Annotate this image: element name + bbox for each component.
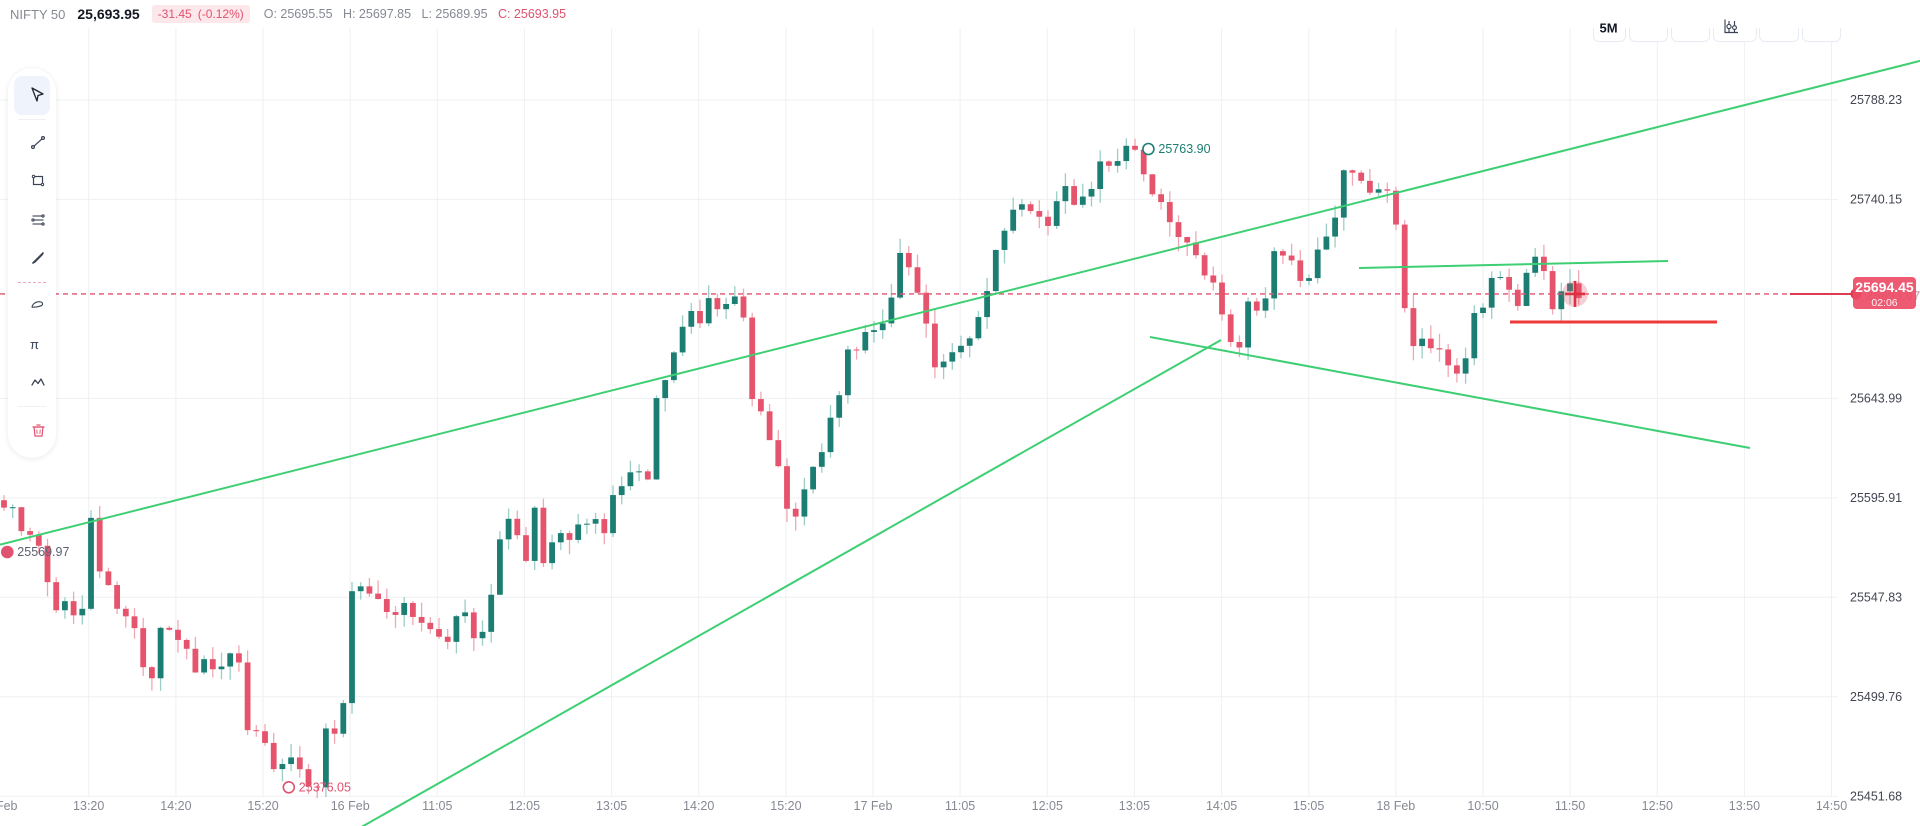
svg-text:25451.68: 25451.68: [1850, 789, 1902, 803]
svg-text:25740.15: 25740.15: [1850, 192, 1902, 206]
svg-text:12:05: 12:05: [1032, 799, 1063, 813]
svg-text:25376.05: 25376.05: [299, 780, 351, 794]
svg-text:π: π: [30, 337, 39, 352]
svg-text:14:05: 14:05: [1206, 799, 1237, 813]
svg-text:12:05: 12:05: [509, 799, 540, 813]
svg-text:15:05: 15:05: [1293, 799, 1324, 813]
svg-text:10:50: 10:50: [1467, 799, 1498, 813]
svg-text:25595.91: 25595.91: [1850, 491, 1902, 505]
svg-text:17 Feb: 17 Feb: [854, 799, 893, 813]
svg-text:25763.90: 25763.90: [1158, 142, 1210, 156]
svg-text:13:20: 13:20: [73, 799, 104, 813]
svg-text:25788.23: 25788.23: [1850, 93, 1902, 107]
svg-text:25547.83: 25547.83: [1850, 590, 1902, 604]
svg-text:12:50: 12:50: [1642, 799, 1673, 813]
svg-text:13:05: 13:05: [596, 799, 627, 813]
svg-text:14:20: 14:20: [683, 799, 714, 813]
svg-text:13:50: 13:50: [1729, 799, 1760, 813]
svg-text:15:20: 15:20: [247, 799, 278, 813]
svg-text:16 Feb: 16 Feb: [331, 799, 370, 813]
svg-text:11:50: 11:50: [1555, 799, 1585, 813]
svg-text:13:05: 13:05: [1119, 799, 1150, 813]
svg-text:11:05: 11:05: [945, 799, 975, 813]
svg-text:25643.99: 25643.99: [1850, 391, 1902, 405]
svg-text:8 Feb: 8 Feb: [0, 799, 18, 813]
svg-text:11:05: 11:05: [422, 799, 452, 813]
svg-text:15:20: 15:20: [770, 799, 801, 813]
svg-text:14:20: 14:20: [160, 799, 191, 813]
svg-text:18 Feb: 18 Feb: [1376, 799, 1415, 813]
svg-text:14:50: 14:50: [1816, 799, 1847, 813]
svg-text:25499.76: 25499.76: [1850, 690, 1902, 704]
svg-text:25569.97: 25569.97: [17, 545, 69, 559]
